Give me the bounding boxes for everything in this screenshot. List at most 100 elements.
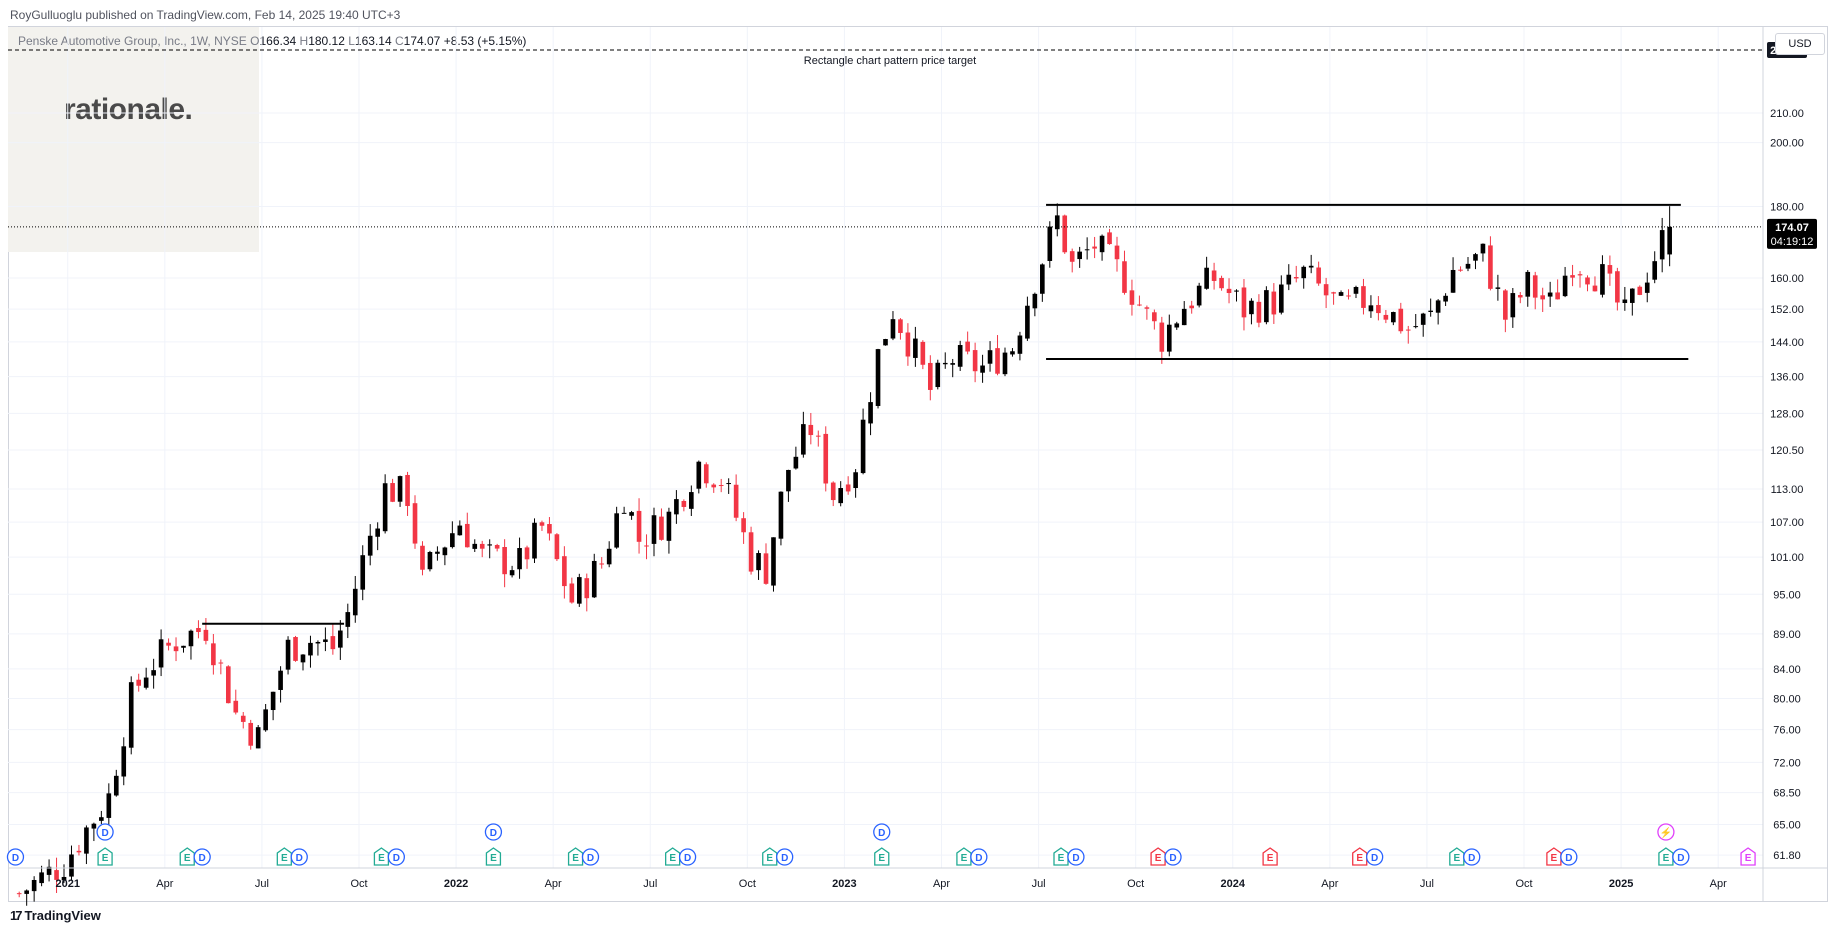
candle-body[interactable] <box>621 512 627 514</box>
candle-body[interactable] <box>935 362 941 388</box>
dividend-marker[interactable] <box>1560 848 1578 866</box>
candle-body[interactable] <box>1114 245 1120 260</box>
dividend-marker[interactable] <box>6 848 25 866</box>
candle-body[interactable] <box>539 522 545 526</box>
candle-body[interactable] <box>726 483 731 485</box>
candle-body[interactable] <box>1517 295 1523 298</box>
earnings-marker[interactable] <box>1352 847 1368 866</box>
candle-body[interactable] <box>487 544 493 546</box>
candle-body[interactable] <box>1540 295 1546 300</box>
candle-body[interactable] <box>636 510 642 542</box>
candle-body[interactable] <box>651 515 657 544</box>
candle-body[interactable] <box>330 636 336 650</box>
candle-body[interactable] <box>1652 261 1658 280</box>
earnings-marker[interactable] <box>762 847 778 866</box>
earnings-marker[interactable] <box>1740 847 1756 866</box>
candle-body[interactable] <box>1002 352 1008 375</box>
dividend-marker[interactable] <box>1672 848 1690 866</box>
candle-body[interactable] <box>1256 301 1262 323</box>
dividend-marker[interactable] <box>484 823 503 841</box>
candle-body[interactable] <box>472 543 478 549</box>
dividend-marker[interactable] <box>873 823 891 841</box>
candle-body[interactable] <box>1025 305 1030 339</box>
candle-body[interactable] <box>942 362 948 365</box>
candle-body[interactable] <box>263 709 268 731</box>
candle-body[interactable] <box>1644 282 1650 293</box>
candle-body[interactable] <box>1017 335 1023 354</box>
dividend-marker[interactable] <box>678 848 697 866</box>
earnings-marker[interactable] <box>874 847 890 866</box>
candle-body[interactable] <box>382 483 388 532</box>
price-axis[interactable]: 233.00210.00200.00180.00174.0704:19:1216… <box>1762 27 1817 901</box>
dividend-marker[interactable] <box>970 848 988 866</box>
candle-body[interactable] <box>345 612 351 627</box>
candle-body[interactable] <box>1152 312 1157 322</box>
candle-body[interactable] <box>1323 284 1329 296</box>
candle-body[interactable] <box>1570 275 1575 278</box>
candle-body[interactable] <box>905 332 911 357</box>
candle-body[interactable] <box>808 424 814 436</box>
candle-body[interactable] <box>31 879 37 892</box>
candle-body[interactable] <box>91 823 97 829</box>
candle-body[interactable] <box>315 641 321 644</box>
candle-body[interactable] <box>1054 215 1060 230</box>
candle-body[interactable] <box>255 727 261 749</box>
candle-body[interactable] <box>151 670 156 676</box>
candle-body[interactable] <box>733 484 739 518</box>
candle-body[interactable] <box>1607 265 1613 274</box>
candle-body[interactable] <box>1577 274 1583 276</box>
candle-body[interactable] <box>360 555 366 590</box>
candle-body[interactable] <box>1181 308 1187 326</box>
candle-body[interactable] <box>1615 271 1620 303</box>
candle-body[interactable] <box>838 488 844 504</box>
candle-body[interactable] <box>225 666 231 704</box>
candle-body[interactable] <box>1166 324 1172 352</box>
symbol-legend[interactable]: Penske Automotive Group, Inc., 1W, NYSE … <box>18 34 526 48</box>
candle-body[interactable] <box>1510 293 1516 318</box>
candle-body[interactable] <box>1398 308 1404 332</box>
candle-body[interactable] <box>76 850 82 853</box>
earnings-marker[interactable] <box>1262 847 1278 866</box>
candle-body[interactable] <box>853 472 858 489</box>
candle-body[interactable] <box>367 535 373 556</box>
candle-body[interactable] <box>1286 274 1292 285</box>
dividend-marker[interactable] <box>581 848 600 866</box>
candle-body[interactable] <box>778 491 784 539</box>
candle-body[interactable] <box>203 629 209 641</box>
candle-body[interactable] <box>143 677 149 688</box>
candle-body[interactable] <box>136 679 142 686</box>
candle-body[interactable] <box>703 464 709 484</box>
candle-body[interactable] <box>1667 226 1672 255</box>
candle-body[interactable] <box>1361 286 1366 308</box>
earnings-marker[interactable] <box>485 847 502 866</box>
candle-body[interactable] <box>1473 254 1478 261</box>
candle-body[interactable] <box>1301 266 1307 279</box>
candle-body[interactable] <box>509 570 515 576</box>
candle-body[interactable] <box>1383 314 1389 320</box>
candle-body[interactable] <box>793 456 799 469</box>
candle-body[interactable] <box>84 827 89 854</box>
candle-body[interactable] <box>883 339 888 346</box>
candle-body[interactable] <box>1659 230 1665 260</box>
candle-body[interactable] <box>1465 263 1471 269</box>
candle-body[interactable] <box>166 642 171 646</box>
candle-body[interactable] <box>1637 286 1643 295</box>
candle-body[interactable] <box>412 503 418 544</box>
time-axis[interactable]: 2021 Apr Jul Oct 2022 Apr Jul Oct 2023 Apr Jul Oct 2… <box>8 867 1828 890</box>
candle-body[interactable] <box>1353 287 1359 294</box>
candle-body[interactable] <box>300 654 306 663</box>
candle-body[interactable] <box>1450 269 1456 293</box>
dividend-marker[interactable] <box>1067 848 1085 866</box>
candle-body[interactable] <box>1622 299 1628 304</box>
candle-body[interactable] <box>1234 290 1239 292</box>
candle-body[interactable] <box>659 516 664 540</box>
candle-body[interactable] <box>308 642 313 656</box>
candle-body[interactable] <box>16 893 22 895</box>
candle-body[interactable] <box>188 630 194 647</box>
candle-body[interactable] <box>801 424 806 455</box>
candle-body[interactable] <box>898 319 903 333</box>
earnings-marker[interactable] <box>276 847 292 866</box>
candle-body[interactable] <box>494 545 500 549</box>
candle-body[interactable] <box>1047 226 1053 261</box>
candle-body[interactable] <box>629 512 634 516</box>
